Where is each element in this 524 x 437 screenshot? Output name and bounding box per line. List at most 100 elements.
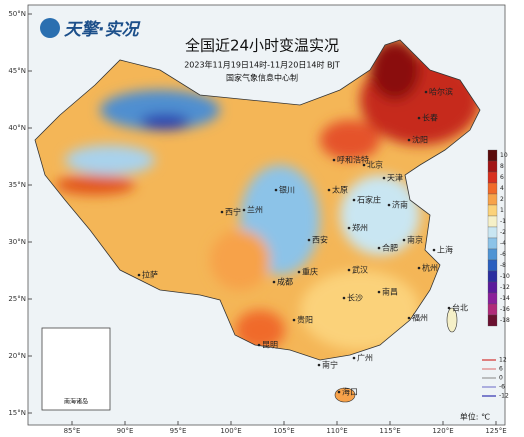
colorbar-label: -18: [500, 317, 510, 324]
colorbar-cell: [487, 204, 498, 217]
city-label: 北京: [367, 160, 383, 170]
colorbar-cell: [487, 215, 498, 228]
city-dot: [274, 188, 278, 192]
source: 国家气象信息中心制: [226, 73, 298, 83]
colorbar-label: 2: [500, 196, 504, 203]
city-dot: [362, 163, 366, 167]
colorbar-cell: [487, 270, 498, 283]
city-dot: [387, 203, 391, 207]
city-dot: [417, 116, 421, 120]
logo: 天擎·实况: [64, 20, 141, 40]
colorbar-label: -16: [500, 306, 510, 313]
lat-label: 30°N: [8, 238, 26, 246]
contour-label: -12: [499, 393, 509, 400]
city-dot: [402, 238, 406, 242]
city-dot: [447, 306, 451, 310]
city-label: 上海: [437, 245, 453, 255]
colorbar-cell: [487, 303, 498, 316]
colorbar-label: 4: [500, 185, 504, 192]
colorbar-cell: [487, 171, 498, 184]
city-dot: [347, 226, 351, 230]
colorbar-cell: [487, 292, 498, 305]
city-label: 杭州: [422, 263, 438, 273]
city-label: 郑州: [352, 223, 368, 233]
city-label: 台北: [452, 303, 468, 313]
title: 全国近24小时变温实况: [185, 37, 339, 55]
colorbar-label: -6: [500, 251, 506, 258]
subtitle: 2023年11月19日14时-11月20日14时 BJT: [184, 60, 340, 70]
colorbar-label: 8: [500, 163, 504, 170]
city-dot: [417, 266, 421, 270]
city-dot: [377, 246, 381, 250]
city-dot: [332, 158, 336, 162]
colorbar-label: -10: [500, 273, 510, 280]
city-label: 西安: [312, 235, 328, 245]
city-dot: [424, 90, 428, 94]
city-dot: [327, 188, 331, 192]
city-label: 拉萨: [142, 270, 158, 280]
lon-label: 105°E: [273, 427, 294, 435]
lat-label: 20°N: [8, 352, 26, 360]
city-label: 石家庄: [357, 195, 381, 205]
colorbar-cell: [487, 259, 498, 272]
city-label: 广州: [357, 353, 373, 363]
lon-label: 120°E: [432, 427, 453, 435]
colorbar-label: -2: [500, 229, 506, 236]
city-dot: [242, 208, 246, 212]
city-dot: [337, 390, 341, 394]
colorbar-cell: [487, 281, 498, 294]
city-label: 海口: [342, 387, 358, 397]
contour-label: 0: [499, 375, 503, 382]
colorbar-cell: [487, 193, 498, 206]
lat-label: 40°N: [8, 124, 26, 132]
city-dot: [257, 343, 261, 347]
contour-label: 6: [499, 366, 503, 373]
city-dot: [407, 316, 411, 320]
country-border: [34, 39, 481, 361]
city-label: 南京: [407, 235, 423, 245]
city-dot: [377, 290, 381, 294]
city-label: 武汉: [352, 265, 368, 275]
city-dot: [137, 273, 141, 277]
city-label: 西宁: [225, 207, 241, 217]
logo-icon: [40, 18, 60, 38]
lon-label: 100°E: [220, 427, 241, 435]
city-dot: [352, 198, 356, 202]
city-dot: [432, 248, 436, 252]
inset-box: [41, 327, 111, 411]
colorbar-cell: [487, 160, 498, 173]
city-dot: [307, 238, 311, 242]
city-label: 长沙: [347, 293, 363, 303]
city-label: 合肥: [382, 243, 398, 253]
contour-label: -6: [499, 384, 505, 391]
lat-label: 25°N: [8, 295, 26, 303]
city-label: 银川: [279, 185, 295, 195]
lon-label: 95°E: [170, 427, 187, 435]
city-label: 太原: [332, 185, 348, 195]
lon-label: 85°E: [64, 427, 81, 435]
colorbar-label: -14: [500, 295, 510, 302]
city-label: 兰州: [247, 205, 263, 215]
city-label: 沈阳: [412, 135, 428, 145]
city-label: 昆明: [262, 341, 278, 350]
city-label: 济南: [392, 200, 408, 210]
lat-label: 35°N: [8, 181, 26, 189]
city-dot: [347, 268, 351, 272]
inset-label: 南海诸岛: [64, 398, 88, 406]
lat-label: 15°N: [8, 409, 26, 417]
city-label: 重庆: [302, 267, 318, 277]
city-dot: [220, 210, 224, 214]
colorbar-label: 1: [500, 207, 504, 214]
colorbar-cell: [487, 182, 498, 195]
colorbar-label: 10: [500, 152, 508, 159]
unit: 单位: ℃: [460, 412, 490, 422]
colorbar-cell: [487, 237, 498, 250]
colorbar-label: -8: [500, 262, 506, 269]
city-label: 福州: [412, 314, 428, 323]
city-label: 呼和浩特: [337, 155, 369, 165]
lon-label: 110°E: [326, 427, 347, 435]
lat-label: 45°N: [8, 67, 26, 75]
city-label: 南宁: [322, 360, 338, 370]
city-label: 长春: [422, 113, 438, 123]
colorbar-cell: [487, 314, 498, 327]
